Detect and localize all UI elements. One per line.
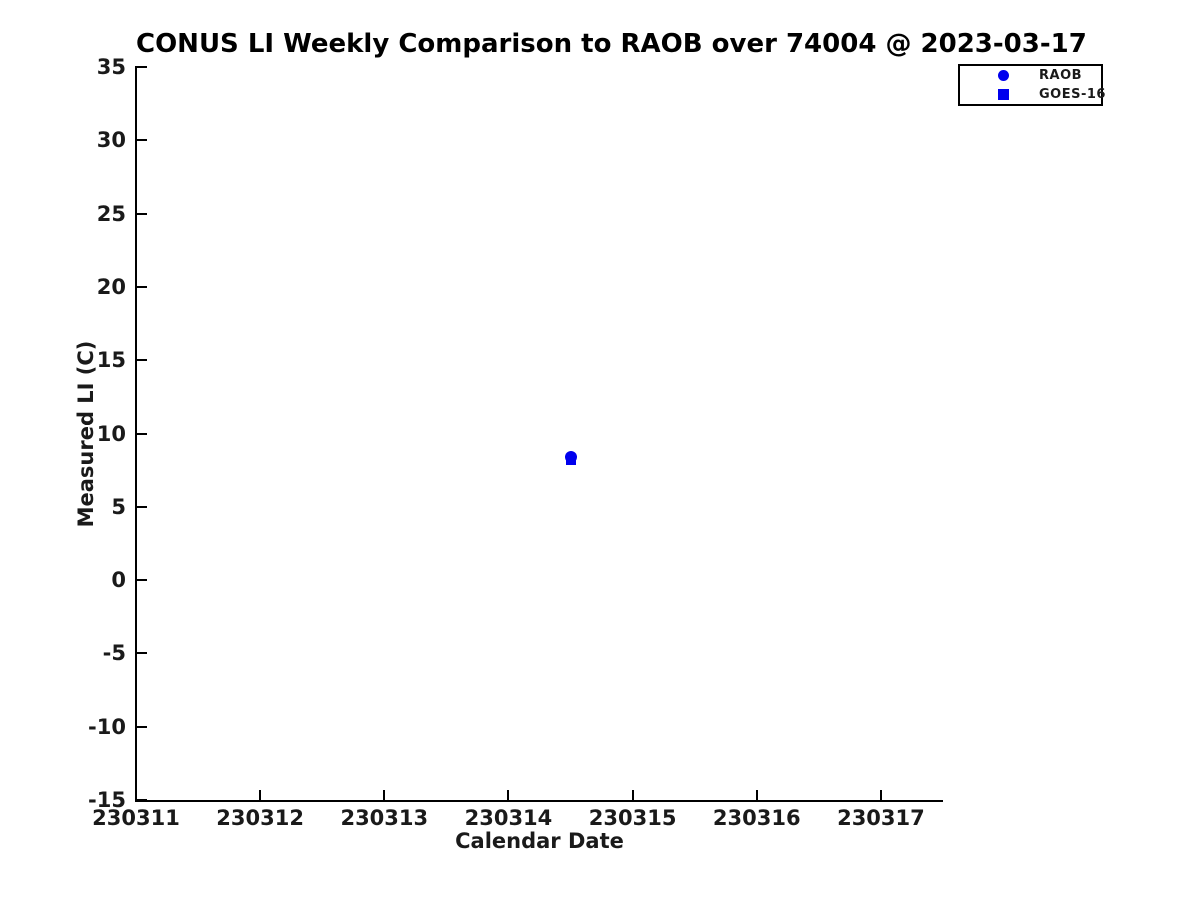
legend-item-raob: RAOB [960,66,1101,85]
x-axis-tick [259,790,262,800]
x-axis-tick [135,790,137,800]
y-axis-tick-label: 15 [96,348,126,373]
y-axis-tick-label: -10 [88,714,126,739]
y-axis-tick-label: 5 [111,494,126,519]
y-axis-line [135,66,137,802]
x-axis-tick-label: 230316 [712,806,801,830]
chart-title: CONUS LI Weekly Comparison to RAOB over … [136,29,1087,59]
y-axis-tick-label: 20 [96,274,126,299]
y-axis-tick [137,652,147,655]
legend-items: RAOB GOES-16 [960,66,1105,104]
x-axis-tick [507,790,510,800]
x-axis-tick-label: 230315 [588,806,677,830]
y-axis-tick-label: -15 [88,788,126,812]
y-axis-tick [137,66,147,68]
legend-item-goes-16: GOES-16 [960,85,1105,104]
x-axis-tick [755,790,758,800]
y-axis-tick [137,212,147,215]
x-axis-tick-label: 230313 [340,806,429,830]
y-axis-tick-label: 30 [96,128,126,153]
y-axis-tick-label: 10 [96,421,126,446]
y-axis-tick-label: 35 [96,55,126,79]
y-axis-tick [137,359,147,362]
data-point-goes-16 [565,454,576,465]
circle-marker-icon [998,70,1009,81]
x-axis-tick-label: 230317 [837,806,925,830]
y-axis-tick [137,285,147,288]
y-axis-tick [137,432,147,435]
y-axis-tick [137,579,147,582]
x-axis-tick-label: 230312 [216,806,304,830]
y-axis-tick [137,725,147,728]
y-axis-tick-label: 0 [111,568,126,593]
x-axis-tick-label: 230311 [92,806,180,830]
x-axis-line [135,800,943,802]
y-axis-tick-label: 25 [96,201,126,226]
x-axis-tick [383,790,386,800]
x-axis-label: Calendar Date [455,829,624,853]
y-axis-tick [137,799,147,801]
y-axis-tick [137,139,147,142]
x-axis-tick-label: 230314 [464,806,553,830]
legend-label: GOES-16 [1039,87,1106,102]
y-axis-tick [137,505,147,508]
legend-label: RAOB [1039,68,1083,83]
y-axis-tick-label: -5 [102,641,126,666]
square-marker-icon [998,89,1009,100]
legend: RAOB GOES-16 [958,64,1105,106]
x-axis-tick [879,790,882,800]
x-axis-tick [631,790,634,800]
